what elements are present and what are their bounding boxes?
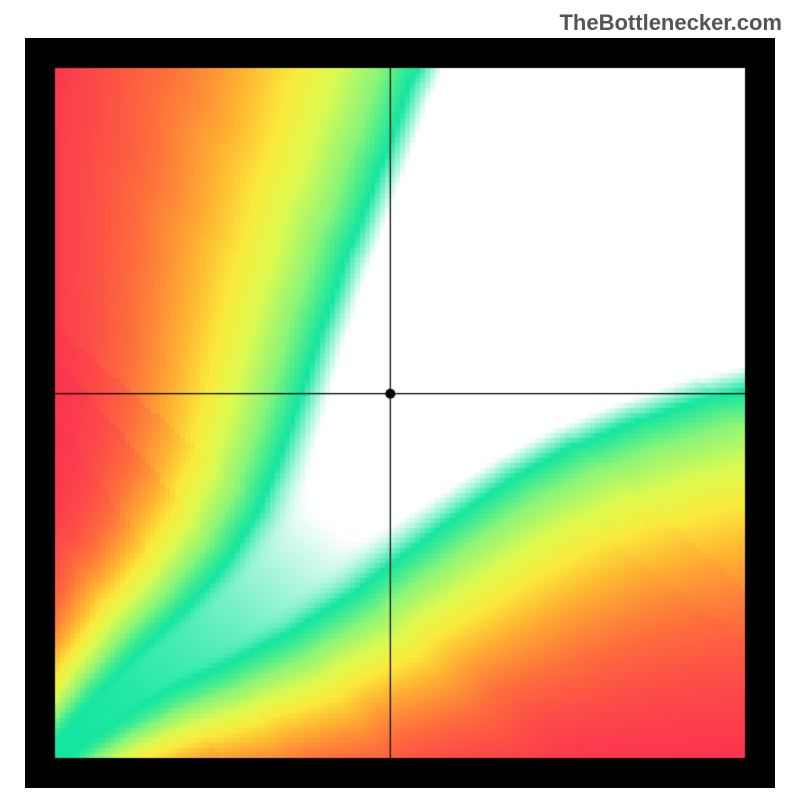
chart-frame <box>25 38 775 788</box>
watermark-text: TheBottlenecker.com <box>559 10 782 36</box>
heatmap-canvas <box>25 38 775 788</box>
